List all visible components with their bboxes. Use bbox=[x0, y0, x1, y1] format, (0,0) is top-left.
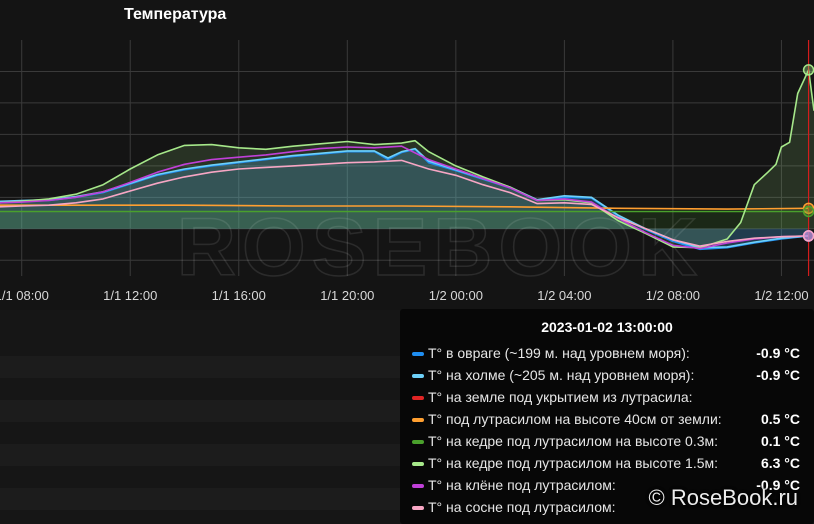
x-tick-label: 1/1 08:00 bbox=[0, 288, 49, 303]
series-color-swatch bbox=[412, 484, 424, 488]
tooltip-row: T° на кедре под лутрасилом на высоте 0.3… bbox=[412, 431, 814, 453]
series-color-swatch bbox=[412, 396, 424, 400]
x-tick-label: 1/1 12:00 bbox=[103, 288, 157, 303]
tooltip-series-label: T° на сосне под лутрасилом: bbox=[428, 499, 616, 515]
tooltip-row: T° под лутрасилом на высоте 40см от земл… bbox=[412, 409, 814, 431]
tooltip-series-label: T° на земле под укрытием из лутрасила: bbox=[428, 389, 693, 405]
series-line bbox=[0, 159, 809, 247]
series-color-swatch bbox=[412, 418, 424, 422]
series-color-swatch bbox=[412, 352, 424, 356]
tooltip-series-label: T° на кедре под лутрасилом на высоте 0.3… bbox=[428, 433, 719, 449]
series-lines bbox=[0, 69, 814, 251]
tooltip-series-value: 0.5 °C bbox=[760, 411, 800, 427]
tooltip-series-label: T° на холме (~205 м. над уровнем моря): bbox=[428, 367, 695, 383]
series-color-swatch bbox=[412, 462, 424, 466]
tooltip-row: T° на сосне под лутрасилом: bbox=[412, 497, 814, 519]
tooltip-series-label: T° под лутрасилом на высоте 40см от земл… bbox=[428, 411, 722, 427]
x-tick-label: 1/2 08:00 bbox=[646, 288, 700, 303]
stripe bbox=[0, 400, 400, 422]
tooltip-row: T° на кедре под лутрасилом на высоте 1.5… bbox=[412, 453, 814, 475]
temperature-chart[interactable]: 1/1 08:00 1/1 12:00 1/1 16:00 1/1 20:00 1/2 … bbox=[0, 0, 814, 310]
hover-point-marker bbox=[802, 230, 814, 242]
tooltip-series-label: T° на клёне под лутрасилом: bbox=[428, 477, 616, 493]
tooltip-series-value: -0.9 °C bbox=[756, 367, 800, 383]
series-line bbox=[0, 69, 814, 249]
tooltip-timestamp: 2023-01-02 13:00:00 bbox=[541, 319, 673, 335]
series-line bbox=[0, 145, 809, 250]
series-color-swatch bbox=[412, 506, 424, 510]
hover-point-marker bbox=[802, 205, 814, 218]
chart-title: Температура bbox=[124, 6, 227, 23]
tooltip-series-label: T° на кедре под лутрасилом на высоте 1.5… bbox=[428, 455, 719, 471]
tooltip-series-value: -0.9 °C bbox=[756, 345, 800, 361]
tooltip-series-value: 6.3 °C bbox=[760, 455, 800, 471]
tooltip-row: T° в овраге (~199 м. над уровнем моря): -… bbox=[412, 343, 814, 365]
watermark-copyright: © RoseBook.ru bbox=[648, 485, 799, 510]
series-fills bbox=[0, 69, 814, 250]
stripe bbox=[0, 488, 400, 510]
x-tick-labels: 1/1 08:00 1/1 12:00 1/1 16:00 1/1 20:00 1/2 … bbox=[0, 288, 809, 303]
tooltip-row: T° на земле под укрытием из лутрасила: bbox=[412, 387, 814, 409]
watermark-large-text: ROSEBOOK bbox=[177, 202, 703, 293]
x-tick-label: 1/2 12:00 bbox=[754, 288, 808, 303]
tooltip-row: T° на холме (~205 м. над уровнем моря): -… bbox=[412, 365, 814, 387]
series-color-swatch bbox=[412, 374, 424, 378]
tooltip-series-value: -0.9 °C bbox=[756, 477, 800, 493]
tooltip-series-value: 0.1 °C bbox=[760, 433, 800, 449]
series-color-swatch bbox=[412, 440, 424, 444]
series-fill bbox=[0, 69, 814, 248]
x-tick-label: 1/2 04:00 bbox=[537, 288, 591, 303]
chart-tooltip: 2023-01-02 13:00:00 T° в овраге (~199 м.… bbox=[400, 309, 814, 524]
x-tick-label: 1/1 20:00 bbox=[320, 288, 374, 303]
series-fill bbox=[0, 211, 809, 229]
stripe bbox=[0, 356, 400, 378]
x-tick-label: 1/1 16:00 bbox=[212, 288, 266, 303]
tooltip-series-label: T° в овраге (~199 м. над уровнем моря): bbox=[428, 345, 690, 361]
hover-point-marker bbox=[802, 64, 814, 76]
series-line bbox=[0, 204, 809, 210]
stripe bbox=[0, 444, 400, 466]
x-tick-label: 1/2 00:00 bbox=[429, 288, 483, 303]
tooltip-row: T° на клёне под лутрасилом: -0.9 °C bbox=[412, 475, 814, 497]
